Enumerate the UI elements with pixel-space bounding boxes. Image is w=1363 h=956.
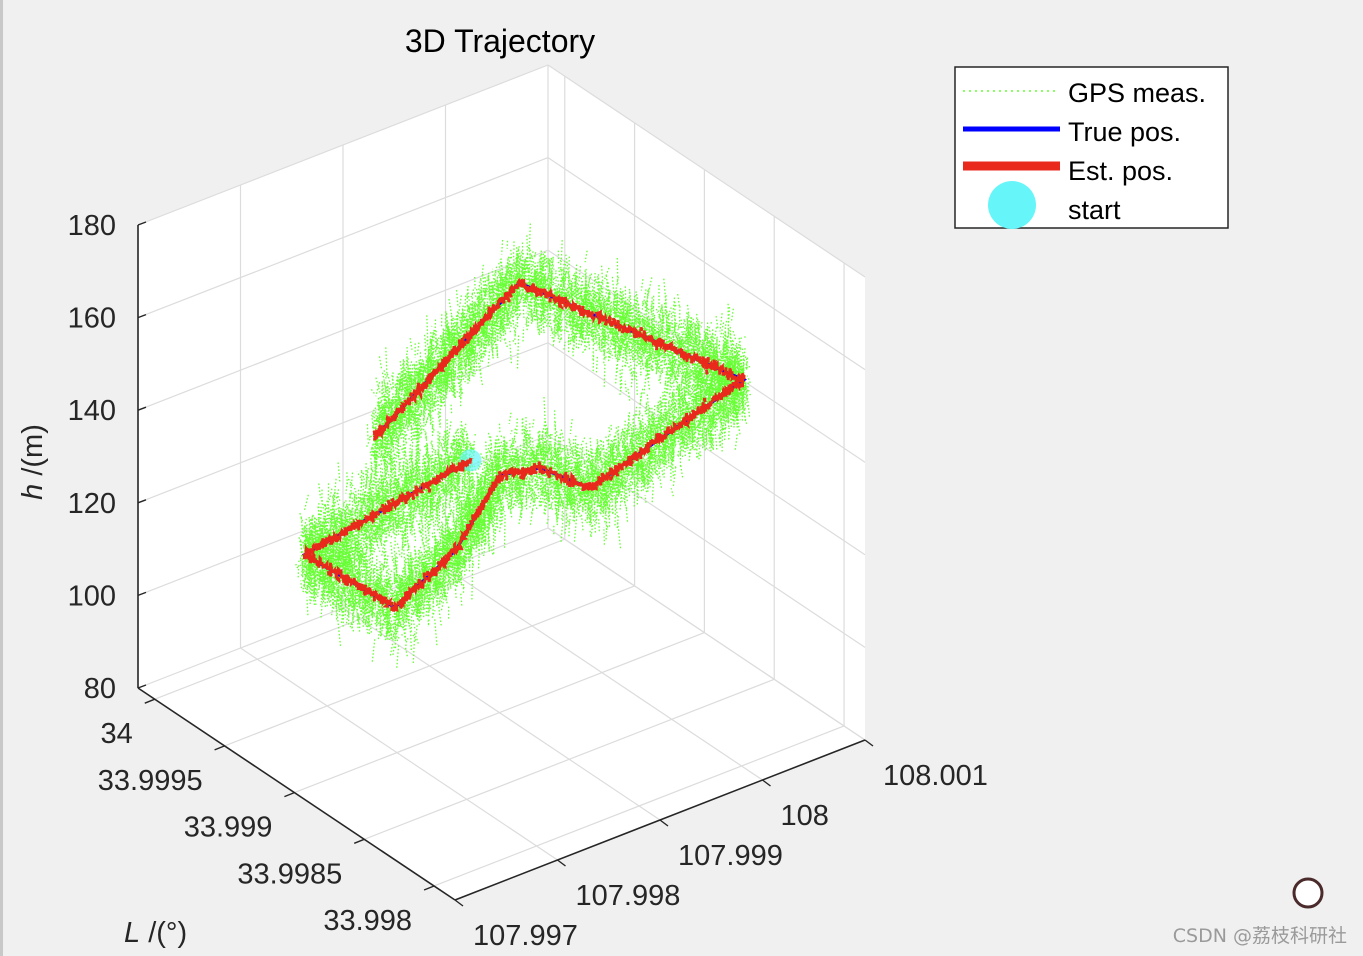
grid-line-h-left-wall [137,342,549,504]
grid-line-h-left-wall [137,157,549,319]
grid-line-lat-floor [364,678,775,840]
lat-tick-label: 33.9985 [237,858,342,890]
lon-tick [454,899,464,907]
lon-tick [659,819,669,827]
h-tick [137,591,147,597]
lon-tick-label: 107.999 [678,840,783,872]
z-axis-label-var: h [17,484,49,500]
estimated-position-line [302,277,748,613]
grid-line-lon-floor [240,647,558,861]
h-tick [137,684,147,689]
tick-labels: 80 100 120 140 160 180 34 33.9995 33.999 33.9985 3… [68,210,988,952]
lat-tick [144,698,156,704]
grid-line-lat-floor [433,725,845,887]
lat-tick [214,745,225,751]
z-axis-label: h /(m) [17,424,49,500]
lon-tick [864,739,874,747]
h-tick-label: 80 [84,673,116,705]
z-axis-label-unit: /(m) [17,424,49,484]
grid-line-h-left-wall [137,249,549,411]
lon-tick-label: 107.997 [473,920,578,952]
lon-tick-label: 108.001 [883,760,988,792]
lat-tick [284,791,295,798]
h-tick [137,406,147,411]
lat-tick [423,885,435,891]
grid-line-lon-floor [445,567,763,781]
grid-lines [137,64,866,901]
h-tick-label: 140 [68,395,116,427]
grid-line-h-left-wall [137,64,549,226]
lat-tick-label: 34 [100,718,132,750]
h-tick-label: 120 [68,488,116,520]
lon-tick-label: 108 [781,800,829,832]
h-tick [137,499,147,504]
h-tick [137,313,147,319]
axes [137,221,874,907]
lon-tick-label: 107.998 [576,880,681,912]
lat-tick-label: 33.998 [323,905,412,937]
lat-tick-label: 33.9995 [98,765,203,797]
h-tick-label: 100 [68,580,116,612]
plot-box-background [138,65,865,900]
legend-est-label: Est. pos. [1068,156,1173,186]
grid-line-h-right-wall [547,157,866,371]
watermark: CSDN @荔枝科研社 [1172,925,1347,947]
lat-tick-label: 33.999 [184,812,273,844]
lat-axis-label-unit: /(°) [140,917,187,949]
legend-gps-label: GPS meas. [1068,78,1206,108]
grid-line-lat-floor [294,632,705,794]
grid-line-h-right-wall [547,64,866,278]
lon-tick [762,779,771,787]
lat-axis-line [137,687,456,901]
lat-axis-label: L /(°) [124,917,187,949]
h-tick-label: 180 [68,210,116,242]
legend: GPS meas. True pos. Est. pos. start [954,66,1229,229]
legend-start-swatch [988,181,1036,229]
chart-title: 3D Trajectory [405,23,595,59]
grid-line-lat-floor [224,585,635,747]
lon-tick [557,859,566,867]
grid-line-lat-floor [154,538,565,700]
legend-true-label: True pos. [1068,117,1181,147]
lat-tick [353,838,365,844]
flower-decoration-icon [1292,877,1324,909]
grid-line-h-right-wall [547,527,866,741]
window-edge [0,0,3,956]
h-tick-label: 160 [68,303,116,335]
h-tick [137,221,147,226]
legend-start-label: start [1068,195,1121,225]
lat-axis-label-var: L [124,917,140,949]
